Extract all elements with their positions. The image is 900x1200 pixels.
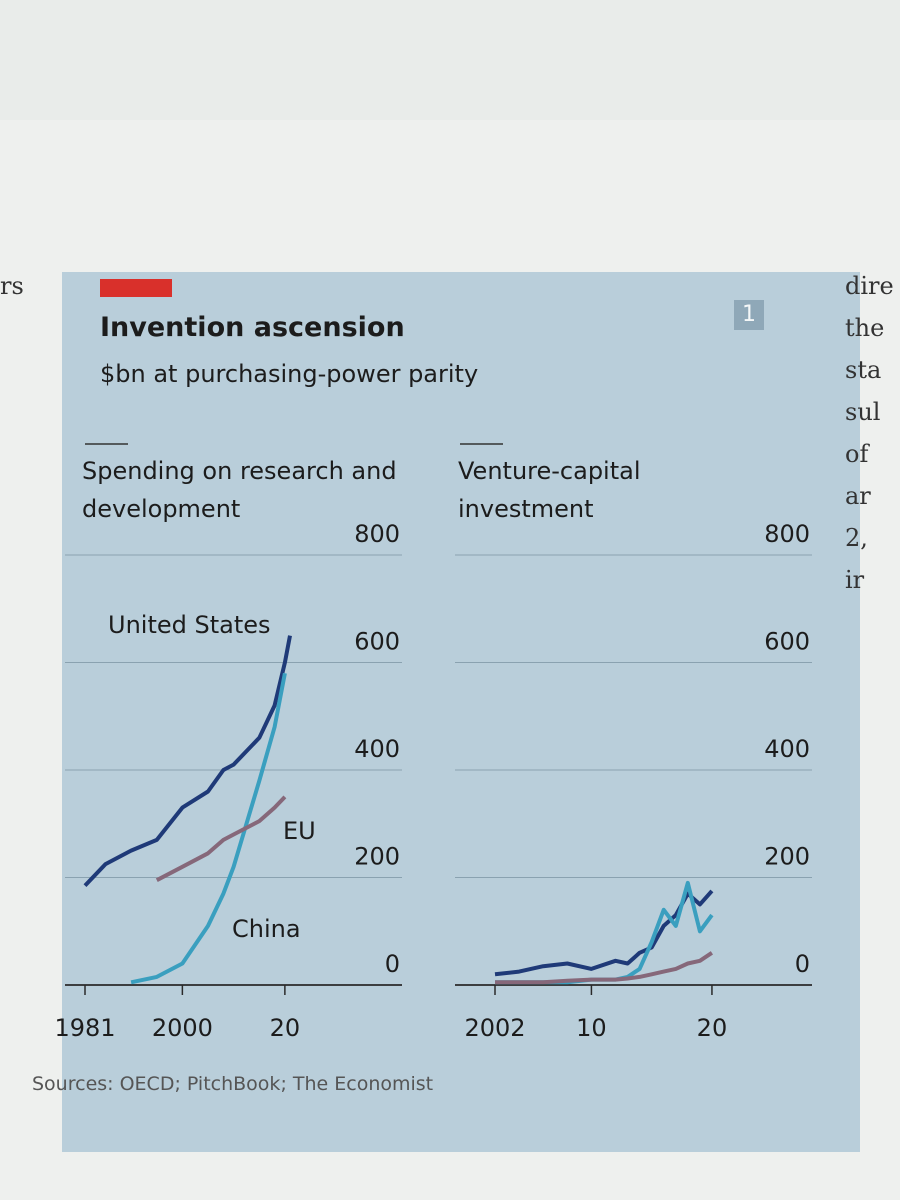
series-label: United States: [108, 611, 271, 639]
x-tick-label: 10: [576, 1014, 607, 1042]
x-tick-label: 2002: [464, 1014, 525, 1042]
y-tick-label: 0: [385, 950, 400, 978]
article-fragment: sta: [845, 356, 882, 384]
chart-title: Venture-capital investment: [458, 457, 641, 523]
x-tick-label: 20: [270, 1014, 301, 1042]
x-tick-label: 1981: [54, 1014, 115, 1042]
y-tick-label: 400: [764, 735, 810, 763]
y-tick-label: 400: [354, 735, 400, 763]
series-label: China: [232, 915, 301, 943]
subtitle: $bn at purchasing-power parity: [100, 360, 479, 388]
x-tick-label: 20: [697, 1014, 728, 1042]
article-fragment: rs: [0, 272, 24, 300]
series-line: [83, 635, 292, 887]
article-fragment: sul: [845, 398, 881, 426]
source: Sources: OECD; PitchBook; The Economist: [32, 1073, 434, 1095]
y-tick-label: 800: [354, 520, 400, 548]
y-tick-label: 200: [354, 843, 400, 871]
series-line: [130, 672, 287, 985]
series-label: EU: [283, 817, 316, 845]
article-fragment: ir: [845, 566, 865, 594]
article-fragment: dire: [845, 272, 894, 300]
chart-title: Spending on research and development: [82, 457, 397, 523]
y-tick-label: 600: [764, 628, 810, 656]
y-tick-label: 800: [764, 520, 810, 548]
series-line: [495, 951, 714, 985]
red-tag: [100, 279, 172, 297]
panel: [62, 272, 860, 1152]
x-tick-label: 2000: [152, 1014, 213, 1042]
y-tick-label: 0: [795, 950, 810, 978]
title: Invention ascension: [100, 312, 405, 343]
article-fragment: ar: [845, 482, 871, 510]
series-line: [155, 795, 287, 882]
article-fragment: the: [845, 314, 885, 342]
y-tick-label: 200: [764, 843, 810, 871]
article-fragment: 2,: [845, 524, 868, 552]
article-fragment: of: [845, 440, 869, 468]
y-tick-label: 600: [354, 628, 400, 656]
chart-number: 1: [734, 300, 764, 330]
